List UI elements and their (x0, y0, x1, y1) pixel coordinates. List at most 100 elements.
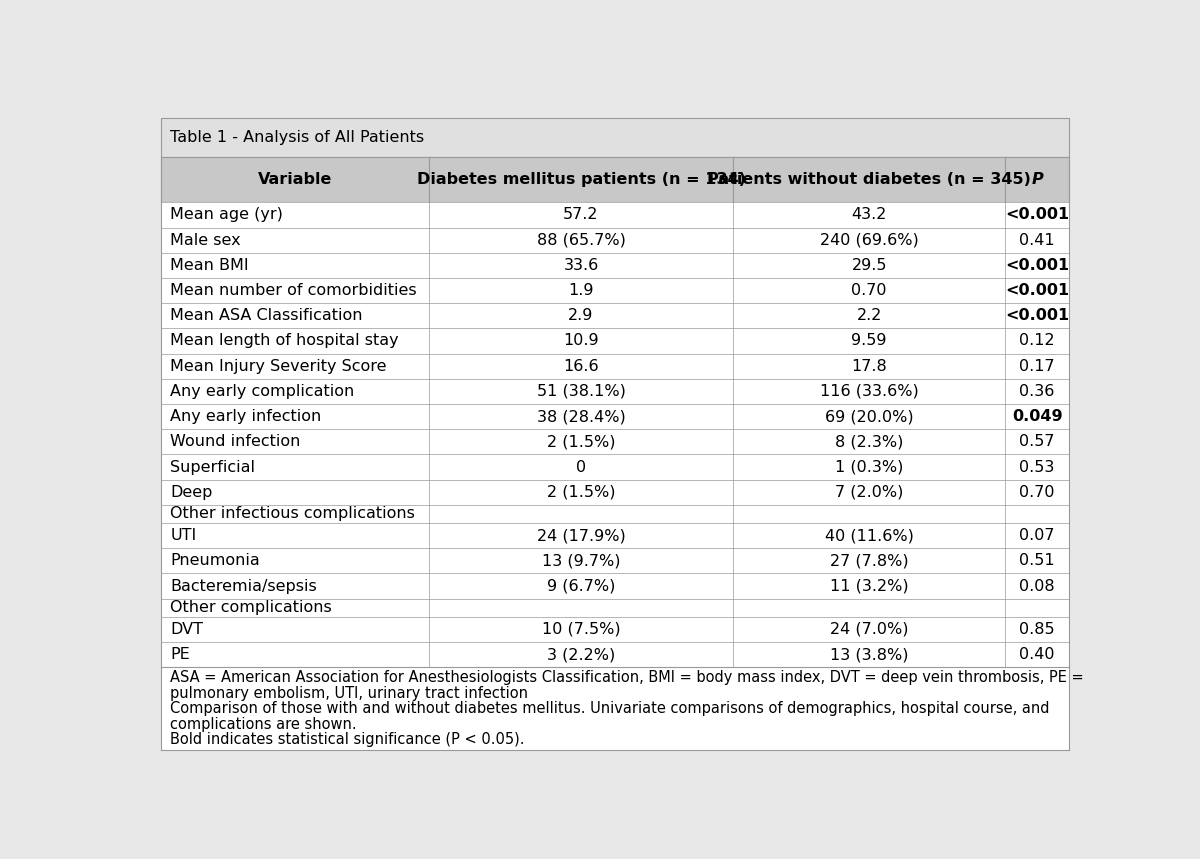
Text: Mean age (yr): Mean age (yr) (170, 207, 283, 222)
Text: 2.9: 2.9 (569, 308, 594, 323)
Text: Other infectious complications: Other infectious complications (170, 507, 415, 521)
Bar (161, 354, 1069, 379)
Text: 1.9: 1.9 (569, 283, 594, 298)
Text: 13 (3.8%): 13 (3.8%) (830, 647, 908, 662)
Bar (161, 599, 1069, 617)
Bar (161, 574, 1069, 599)
Text: Male sex: Male sex (170, 233, 241, 247)
Text: 9.59: 9.59 (852, 333, 887, 349)
Text: 38 (28.4%): 38 (28.4%) (536, 409, 625, 424)
Bar (161, 303, 1069, 328)
Text: 51 (38.1%): 51 (38.1%) (536, 384, 625, 399)
Text: 11 (3.2%): 11 (3.2%) (830, 579, 908, 594)
Text: 88 (65.7%): 88 (65.7%) (536, 233, 625, 247)
Text: 0.12: 0.12 (1019, 333, 1055, 349)
Bar (161, 253, 1069, 278)
Text: 33.6: 33.6 (563, 258, 599, 273)
Text: <0.001: <0.001 (1006, 258, 1069, 273)
Text: 240 (69.6%): 240 (69.6%) (820, 233, 918, 247)
Text: ASA = American Association for Anesthesiologists Classification, BMI = body mass: ASA = American Association for Anesthesi… (170, 670, 1084, 685)
Text: 0.70: 0.70 (1019, 484, 1055, 500)
Text: PE: PE (170, 647, 191, 662)
Text: <0.001: <0.001 (1006, 283, 1069, 298)
Text: Mean length of hospital stay: Mean length of hospital stay (170, 333, 400, 349)
Text: Mean Injury Severity Score: Mean Injury Severity Score (170, 359, 386, 374)
Bar (161, 617, 1069, 642)
Text: pulmonary embolism, UTI, urinary tract infection: pulmonary embolism, UTI, urinary tract i… (170, 685, 528, 701)
Text: Bold indicates statistical significance (P < 0.05).: Bold indicates statistical significance … (170, 733, 524, 747)
Text: 0.85: 0.85 (1019, 622, 1055, 637)
Text: Mean ASA Classification: Mean ASA Classification (170, 308, 362, 323)
Bar (161, 278, 1069, 303)
Text: 43.2: 43.2 (852, 207, 887, 222)
Text: Patients without diabetes (n = 345): Patients without diabetes (n = 345) (707, 173, 1031, 187)
Bar (161, 379, 1069, 404)
Text: UTI: UTI (170, 528, 197, 543)
Bar (161, 523, 1069, 548)
Text: Mean BMI: Mean BMI (170, 258, 250, 273)
Bar (161, 404, 1069, 430)
Text: Bacteremia/sepsis: Bacteremia/sepsis (170, 579, 317, 594)
Text: 1 (0.3%): 1 (0.3%) (835, 460, 904, 474)
Text: 57.2: 57.2 (563, 207, 599, 222)
Bar (161, 667, 1069, 750)
Text: 0.41: 0.41 (1019, 233, 1055, 247)
Text: 0.17: 0.17 (1019, 359, 1055, 374)
Text: 3 (2.2%): 3 (2.2%) (547, 647, 616, 662)
Bar (161, 203, 1069, 228)
Text: DVT: DVT (170, 622, 204, 637)
Text: 0.57: 0.57 (1019, 435, 1055, 449)
Bar (161, 118, 1069, 157)
Text: 24 (7.0%): 24 (7.0%) (830, 622, 908, 637)
Text: P: P (1031, 173, 1043, 187)
Bar (161, 157, 1069, 203)
Text: Diabetes mellitus patients (n = 134): Diabetes mellitus patients (n = 134) (416, 173, 745, 187)
Text: 16.6: 16.6 (563, 359, 599, 374)
Text: 7 (2.0%): 7 (2.0%) (835, 484, 904, 500)
Bar (161, 328, 1069, 354)
Text: Wound infection: Wound infection (170, 435, 301, 449)
Text: 13 (9.7%): 13 (9.7%) (541, 553, 620, 569)
Bar (161, 228, 1069, 253)
Text: 116 (33.6%): 116 (33.6%) (820, 384, 918, 399)
Text: Mean number of comorbidities: Mean number of comorbidities (170, 283, 418, 298)
Text: 0.70: 0.70 (852, 283, 887, 298)
Text: Variable: Variable (258, 173, 332, 187)
Bar (161, 548, 1069, 574)
Text: 24 (17.9%): 24 (17.9%) (536, 528, 625, 543)
Text: 29.5: 29.5 (852, 258, 887, 273)
Text: 10.9: 10.9 (563, 333, 599, 349)
Text: Superficial: Superficial (170, 460, 256, 474)
Text: <0.001: <0.001 (1006, 207, 1069, 222)
Bar (161, 479, 1069, 505)
Text: 0.51: 0.51 (1019, 553, 1055, 569)
Bar (161, 454, 1069, 479)
Text: Any early infection: Any early infection (170, 409, 322, 424)
Text: 0: 0 (576, 460, 586, 474)
Text: 0.53: 0.53 (1019, 460, 1055, 474)
Text: 0.07: 0.07 (1019, 528, 1055, 543)
Text: 10 (7.5%): 10 (7.5%) (541, 622, 620, 637)
Text: 0.049: 0.049 (1012, 409, 1062, 424)
Text: Table 1 - Analysis of All Patients: Table 1 - Analysis of All Patients (170, 130, 425, 145)
Text: 0.36: 0.36 (1019, 384, 1055, 399)
Text: 27 (7.8%): 27 (7.8%) (830, 553, 908, 569)
Text: 40 (11.6%): 40 (11.6%) (824, 528, 913, 543)
Bar (161, 642, 1069, 667)
Text: 2.2: 2.2 (857, 308, 882, 323)
Text: 2 (1.5%): 2 (1.5%) (547, 435, 616, 449)
Text: Comparison of those with and without diabetes mellitus. Univariate comparisons o: Comparison of those with and without dia… (170, 701, 1050, 716)
Text: 9 (6.7%): 9 (6.7%) (547, 579, 616, 594)
Text: complications are shown.: complications are shown. (170, 716, 358, 732)
Text: 0.08: 0.08 (1019, 579, 1055, 594)
Text: 17.8: 17.8 (851, 359, 887, 374)
Text: Any early complication: Any early complication (170, 384, 355, 399)
Bar (161, 505, 1069, 523)
Text: Pneumonia: Pneumonia (170, 553, 260, 569)
Text: 69 (20.0%): 69 (20.0%) (824, 409, 913, 424)
Text: Other complications: Other complications (170, 600, 332, 615)
Text: Deep: Deep (170, 484, 212, 500)
Text: <0.001: <0.001 (1006, 308, 1069, 323)
Text: 0.40: 0.40 (1019, 647, 1055, 662)
Text: 8 (2.3%): 8 (2.3%) (835, 435, 904, 449)
